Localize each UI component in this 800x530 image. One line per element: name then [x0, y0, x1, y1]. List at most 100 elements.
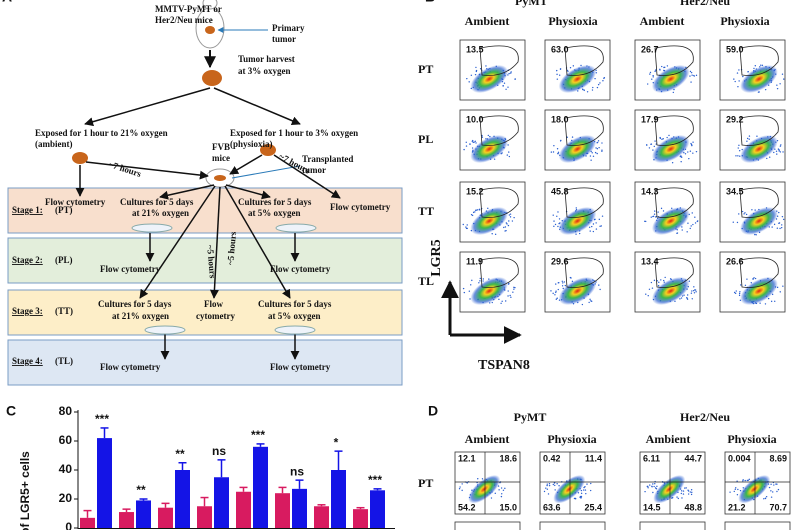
event-dot: [777, 488, 780, 491]
bar: [314, 506, 329, 528]
label: (PL): [55, 255, 73, 265]
significance: ***: [95, 412, 109, 426]
event-dot: [481, 136, 484, 138]
event-dot: [778, 222, 780, 224]
event-dot: [694, 216, 696, 218]
event-dot: [465, 226, 467, 228]
event-dot: [653, 485, 655, 488]
label: B: [425, 0, 435, 5]
event-dot: [663, 66, 665, 69]
event-dot: [691, 298, 693, 300]
event-dot: [556, 483, 558, 485]
event-dot: [764, 497, 767, 500]
event-dot: [507, 290, 509, 292]
event-dot: [555, 290, 557, 292]
event-dot: [738, 213, 740, 215]
event-dot: [648, 288, 651, 290]
event-dot: [598, 284, 600, 286]
event-dot: [555, 291, 557, 294]
event-dot: [472, 211, 475, 214]
event-dot: [744, 284, 747, 287]
event-dot: [475, 70, 478, 73]
event-dot: [695, 150, 698, 153]
event-dot: [691, 491, 693, 494]
event-dot: [766, 157, 768, 160]
event-dot: [742, 480, 744, 482]
density: [558, 135, 597, 163]
event-dot: [466, 224, 468, 226]
event-dot: [753, 277, 755, 279]
event-dot: [754, 65, 757, 67]
event-dot: [695, 291, 697, 293]
event-dot: [479, 277, 481, 280]
event-dot: [676, 496, 678, 498]
event-dot: [757, 91, 760, 93]
event-dot: [653, 145, 655, 148]
gate: [739, 115, 779, 146]
label: Her2/Neu: [680, 0, 730, 8]
event-dot: [782, 151, 784, 153]
label: ~5 hours: [225, 231, 238, 266]
event-dot: [778, 150, 780, 152]
label: Flow cytometry: [100, 362, 161, 372]
event-dot: [468, 290, 471, 292]
label: Tumor harvest: [238, 54, 295, 64]
event-dot: [738, 69, 740, 71]
event-dot: [779, 83, 781, 85]
event-dot: [590, 482, 592, 485]
label: Exposed for 1 hour to 3% oxygen: [230, 128, 358, 138]
event-dot: [557, 211, 559, 213]
density: [470, 207, 509, 235]
flow-plot: [539, 451, 606, 515]
event-dot: [493, 158, 496, 160]
event-dot: [754, 209, 756, 211]
event-dot: [465, 145, 468, 147]
event-dot: [555, 283, 557, 285]
bar: [292, 488, 307, 528]
event-dot: [583, 486, 585, 489]
label: 14.5: [643, 502, 661, 512]
event-dot: [580, 489, 583, 492]
event-dot: [692, 223, 694, 226]
event-dot: [514, 286, 516, 289]
event-dot: [599, 82, 601, 84]
event-dot: [461, 489, 463, 492]
event-dot: [552, 151, 555, 153]
event-dot: [686, 231, 688, 233]
event-dot: [508, 151, 510, 153]
event-dot: [759, 302, 761, 304]
event-dot: [594, 151, 597, 154]
event-dot: [742, 479, 744, 481]
event-dot: [599, 225, 601, 228]
event-dot: [469, 298, 471, 300]
event-dot: [474, 73, 477, 76]
event-dot: [651, 78, 653, 80]
label: at 21% oxygen: [112, 311, 169, 321]
event-dot: [597, 140, 600, 142]
event-dot: [684, 153, 687, 155]
event-dot: [508, 214, 511, 216]
event-dot: [471, 214, 474, 217]
event-dot: [754, 277, 757, 280]
event-dot: [552, 214, 554, 216]
event-dot: [596, 142, 598, 144]
event-dot: [680, 156, 683, 158]
label: Physioxia: [720, 14, 769, 28]
y-tick-label: 20: [59, 491, 73, 505]
bar: [119, 512, 134, 528]
event-dot: [736, 72, 739, 74]
bar: [197, 506, 212, 528]
event-dot: [474, 140, 477, 142]
event-dot: [745, 213, 748, 216]
event-dot: [654, 140, 656, 142]
event-dot: [680, 492, 683, 495]
event-dot: [733, 291, 736, 294]
gate: [654, 45, 694, 76]
label: Ambient: [465, 14, 510, 28]
stage-box: [7, 289, 403, 336]
event-dot: [692, 289, 695, 292]
bar: [236, 491, 251, 528]
event-dot: [781, 73, 784, 75]
event-dot: [751, 209, 753, 211]
event-dot: [591, 225, 593, 228]
